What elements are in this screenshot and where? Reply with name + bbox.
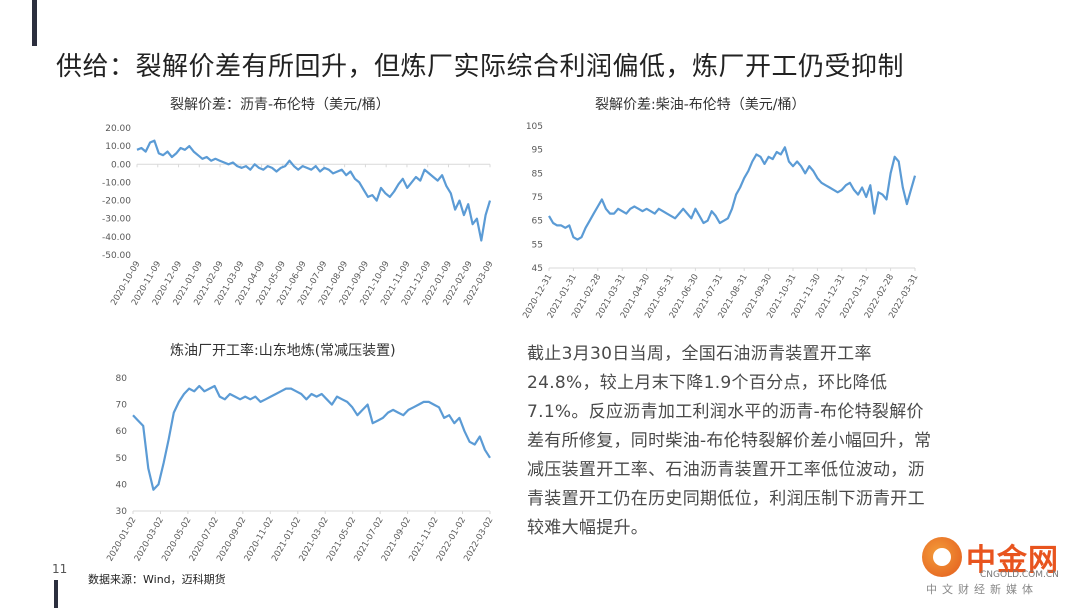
y-tick-label: 70 <box>116 401 128 411</box>
logo-tagline: 中文财经新媒体 <box>926 583 1038 596</box>
y-tick-label: 20.00 <box>105 124 131 134</box>
series-line <box>136 139 492 242</box>
summary-paragraph: 截止3月30日当周，全国石油沥青装置开工率24.8%，较上月末下降1.9个百分点… <box>527 344 932 538</box>
data-source: 数据来源：Wind，迈科期货 <box>88 573 226 586</box>
y-tick-label: -40.00 <box>102 233 131 243</box>
y-tick-label: -30.00 <box>102 215 131 225</box>
x-tick-label: 2022-03-02 <box>462 516 495 564</box>
y-tick-label: 50 <box>116 454 128 464</box>
logo-url: CNGOLD.COM.CN <box>980 570 1059 580</box>
y-tick-label: 65 <box>532 217 543 227</box>
y-tick-label: 10.00 <box>105 142 131 152</box>
series-line <box>548 146 917 241</box>
y-tick-label: 85 <box>532 169 543 179</box>
y-tick-label: 40 <box>116 480 128 490</box>
y-tick-label: -50.00 <box>102 251 131 261</box>
logo-name: 中金网 <box>966 543 1059 578</box>
page-number: 11 <box>52 562 68 576</box>
y-tick-label: -10.00 <box>102 178 131 188</box>
series-line <box>132 384 491 491</box>
y-tick-label: 80 <box>116 374 128 384</box>
y-tick-label: 95 <box>532 146 543 156</box>
chart-title-asphalt-crack: 裂解价差：沥青-布伦特（美元/桶） <box>170 97 390 113</box>
chart-title-diesel-crack: 裂解价差:柴油-布伦特（美元/桶） <box>595 97 806 113</box>
y-tick-label: -20.00 <box>102 197 131 207</box>
y-tick-label: 30 <box>116 507 128 517</box>
y-tick-label: 105 <box>526 122 543 132</box>
chart-title-refinery-utilization: 炼油厂开工率:山东地炼(常减压装置) <box>170 343 396 359</box>
accent-bar-top <box>32 0 37 46</box>
y-tick-label: 55 <box>532 240 543 250</box>
y-tick-label: 45 <box>532 264 543 274</box>
accent-bar-bottom <box>54 580 58 608</box>
y-tick-label: 75 <box>532 193 543 203</box>
y-tick-label: 0.00 <box>111 160 131 170</box>
cngold-logo: 中金网 CNGOLD.COM.CN 中文财经新媒体 <box>922 533 1072 603</box>
y-tick-label: 60 <box>116 427 128 437</box>
page-title: 供给：裂解价差有所回升，但炼厂实际综合利润偏低，炼厂开工仍受抑制 <box>56 52 905 82</box>
logo-mark-icon <box>922 537 962 577</box>
